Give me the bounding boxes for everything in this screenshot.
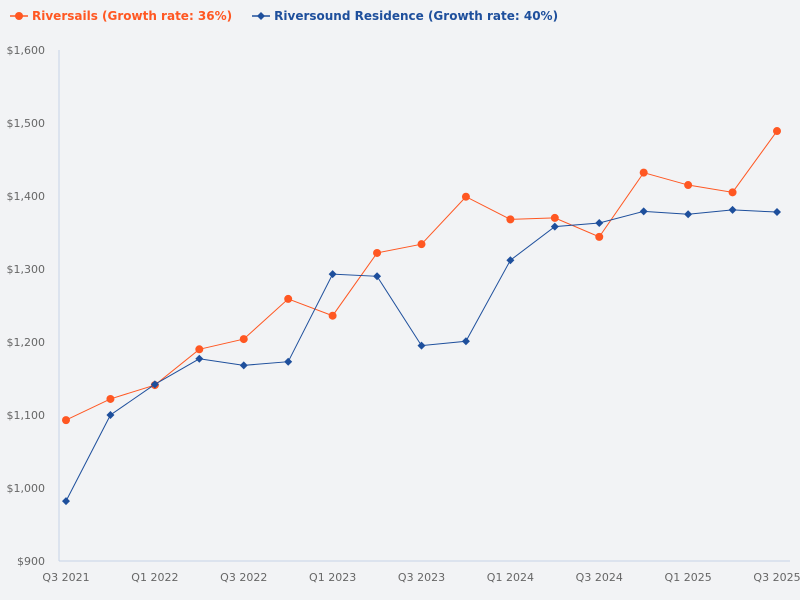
- data-point: [373, 272, 382, 281]
- y-tick-label: $1,200: [7, 336, 46, 349]
- y-tick-label: $1,600: [7, 44, 46, 57]
- data-point: [195, 345, 204, 354]
- y-tick-label: $1,500: [7, 117, 46, 130]
- data-point: [728, 205, 737, 214]
- data-point: [550, 213, 559, 222]
- data-point: [506, 256, 515, 265]
- x-tick-label: Q3 2022: [220, 571, 267, 584]
- data-point: [639, 168, 648, 177]
- y-tick-label: $1,400: [7, 190, 46, 203]
- data-point: [195, 354, 204, 363]
- data-point: [461, 337, 470, 346]
- legend-label: Riversails (Growth rate: 36%): [32, 9, 233, 23]
- x-tick-label: Q1 2022: [131, 571, 178, 584]
- diamond-marker-icon: [252, 12, 271, 20]
- data-point: [595, 219, 604, 228]
- y-tick-label: $1,100: [7, 409, 46, 422]
- data-point: [284, 294, 293, 303]
- y-tick-label: $1,300: [7, 263, 46, 276]
- legend-item-riversound[interactable]: Riversound Residence (Growth rate: 40%): [252, 9, 558, 23]
- data-point: [773, 127, 781, 136]
- data-point: [373, 248, 382, 257]
- series-line-0: [65, 130, 778, 421]
- data-point: [417, 240, 426, 249]
- data-point: [328, 270, 337, 279]
- data-point: [106, 394, 115, 403]
- data-point: [728, 188, 737, 197]
- data-point: [150, 380, 159, 389]
- x-tick-label: Q1 2023: [309, 571, 356, 584]
- data-point: [239, 335, 248, 344]
- data-point: [550, 222, 559, 231]
- data-point: [639, 207, 648, 216]
- x-tick-label: Q3 2025: [753, 571, 800, 584]
- circle-marker-icon: [10, 12, 28, 20]
- data-point: [773, 208, 781, 217]
- data-point: [62, 497, 70, 506]
- data-point: [417, 341, 426, 350]
- x-tick-label: Q1 2025: [665, 571, 712, 584]
- x-tick-label: Q3 2023: [398, 571, 445, 584]
- legend-item-riversails[interactable]: Riversails (Growth rate: 36%): [10, 9, 232, 23]
- data-point: [684, 181, 693, 190]
- legend-label: Riversound Residence (Growth rate: 40%): [274, 9, 559, 23]
- x-tick-label: Q1 2024: [487, 571, 534, 584]
- data-point: [284, 357, 293, 366]
- data-point: [595, 232, 604, 241]
- series-line-1: [65, 209, 778, 502]
- data-point: [62, 416, 70, 425]
- x-tick-label: Q3 2024: [576, 571, 623, 584]
- data-point: [684, 210, 693, 219]
- data-point: [506, 215, 515, 224]
- data-point: [239, 361, 248, 370]
- y-tick-label: $1,000: [7, 482, 46, 495]
- data-point: [328, 311, 337, 320]
- data-point: [106, 411, 115, 419]
- y-tick-label: $900: [17, 555, 45, 568]
- data-point: [461, 192, 470, 201]
- x-tick-label: Q3 2021: [42, 571, 89, 584]
- legend: Riversails (Growth rate: 36%) Riversound…: [10, 9, 558, 23]
